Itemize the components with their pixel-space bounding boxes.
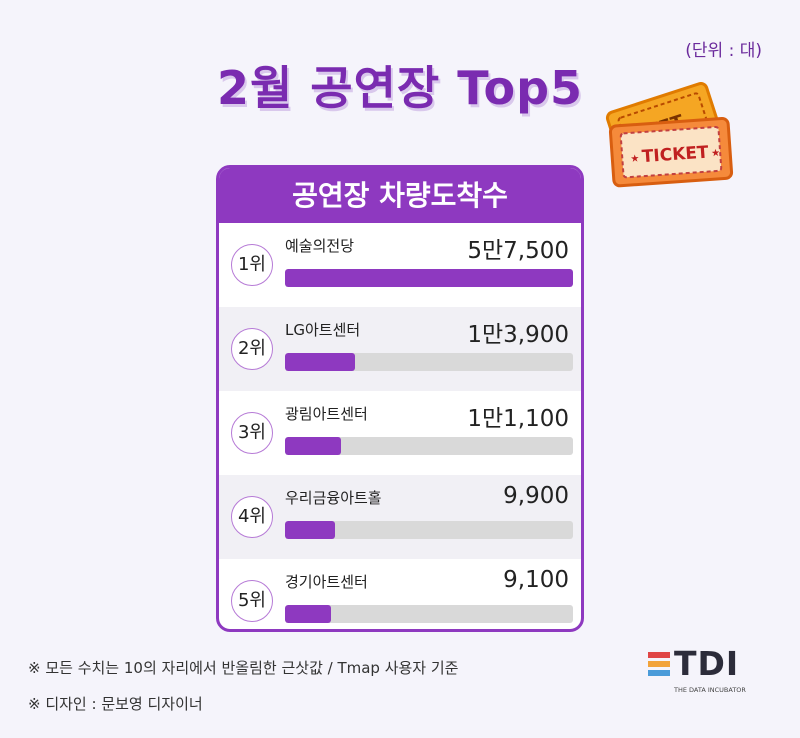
venue-name: 경기아트센터 bbox=[285, 573, 368, 591]
unit-label: (단위 : 대) bbox=[685, 41, 762, 61]
bar-track bbox=[285, 269, 573, 287]
ranking-row: 4위 우리금융아트홀 9,900 bbox=[219, 475, 581, 559]
ranking-row: 2위 LG아트센터 1만3,900 bbox=[219, 307, 581, 391]
logo-subtitle: THE DATA INCUBATOR bbox=[674, 686, 746, 694]
footnote-designer: ※ 디자인 : 문보영 디자이너 bbox=[28, 695, 203, 713]
panel-title: 공연장 차량도착수 bbox=[219, 168, 581, 223]
rank-badge: 2위 bbox=[231, 328, 273, 370]
ranking-row: 1위 예술의전당 5만7,500 bbox=[219, 223, 581, 307]
value-label: 1만1,100 bbox=[467, 406, 569, 432]
venue-name: 우리금융아트홀 bbox=[285, 489, 382, 507]
bar-fill bbox=[285, 605, 331, 623]
bar-track bbox=[285, 437, 573, 455]
ranking-row: 3위 광림아트센터 1만1,100 bbox=[219, 391, 581, 475]
ranking-row: 5위 경기아트센터 9,100 bbox=[219, 559, 581, 629]
ticket-icon: KET TICKET ★ ★ bbox=[605, 82, 734, 188]
logo-text: TDI bbox=[674, 644, 740, 683]
rank-badge: 5위 bbox=[231, 580, 273, 622]
bar-track bbox=[285, 353, 573, 371]
page-title: 2월 공연장 Top5 bbox=[216, 61, 584, 115]
value-label: 9,900 bbox=[503, 483, 569, 509]
bar-fill bbox=[285, 437, 341, 455]
rank-badge: 1위 bbox=[231, 244, 273, 286]
value-label: 1만3,900 bbox=[467, 322, 569, 348]
svg-text:★: ★ bbox=[711, 148, 721, 160]
value-label: 5만7,500 bbox=[467, 238, 569, 264]
footnote-rounding: ※ 모든 수치는 10의 자리에서 반올림한 근삿값 / Tmap 사용자 기준 bbox=[28, 659, 459, 677]
svg-text:TICKET: TICKET bbox=[641, 143, 709, 168]
logo-bars-icon bbox=[648, 652, 670, 679]
bar-fill bbox=[285, 269, 573, 287]
bar-track bbox=[285, 605, 573, 623]
ranking-panel: 공연장 차량도착수 1위 예술의전당 5만7,500 2위 LG아트센터 1만3,900 3… bbox=[216, 165, 584, 632]
bar-fill bbox=[285, 353, 355, 371]
value-label: 9,100 bbox=[503, 567, 569, 593]
svg-text:★: ★ bbox=[630, 153, 640, 165]
rank-badge: 3위 bbox=[231, 412, 273, 454]
tdi-logo: TDI THE DATA INCUBATOR bbox=[648, 644, 768, 698]
bar-track bbox=[285, 521, 573, 539]
rank-badge: 4위 bbox=[231, 496, 273, 538]
venue-name: 광림아트센터 bbox=[285, 405, 368, 423]
bar-fill bbox=[285, 521, 335, 539]
venue-name: LG아트센터 bbox=[285, 321, 361, 339]
venue-name: 예술의전당 bbox=[285, 237, 355, 255]
